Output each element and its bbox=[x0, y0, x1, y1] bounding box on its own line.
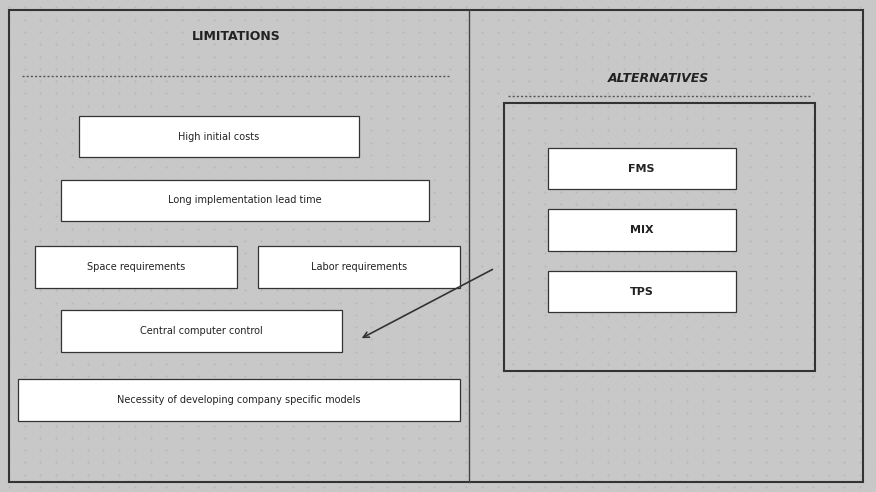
Text: MIX: MIX bbox=[630, 225, 653, 235]
Text: High initial costs: High initial costs bbox=[179, 131, 259, 142]
FancyBboxPatch shape bbox=[79, 116, 359, 157]
Text: Space requirements: Space requirements bbox=[87, 262, 185, 272]
Text: Central computer control: Central computer control bbox=[140, 326, 263, 336]
Text: FMS: FMS bbox=[628, 163, 655, 174]
FancyBboxPatch shape bbox=[18, 379, 460, 421]
Text: Labor requirements: Labor requirements bbox=[311, 262, 407, 272]
FancyBboxPatch shape bbox=[548, 209, 736, 251]
FancyBboxPatch shape bbox=[548, 271, 736, 312]
Text: LIMITATIONS: LIMITATIONS bbox=[192, 31, 281, 43]
FancyBboxPatch shape bbox=[548, 148, 736, 189]
Text: Necessity of developing company specific models: Necessity of developing company specific… bbox=[117, 395, 360, 405]
FancyBboxPatch shape bbox=[61, 180, 429, 221]
Text: Long implementation lead time: Long implementation lead time bbox=[168, 195, 322, 206]
Text: ALTERNATIVES: ALTERNATIVES bbox=[608, 72, 710, 85]
Text: TPS: TPS bbox=[630, 286, 653, 297]
FancyBboxPatch shape bbox=[61, 310, 342, 352]
FancyBboxPatch shape bbox=[35, 246, 237, 288]
FancyBboxPatch shape bbox=[258, 246, 460, 288]
